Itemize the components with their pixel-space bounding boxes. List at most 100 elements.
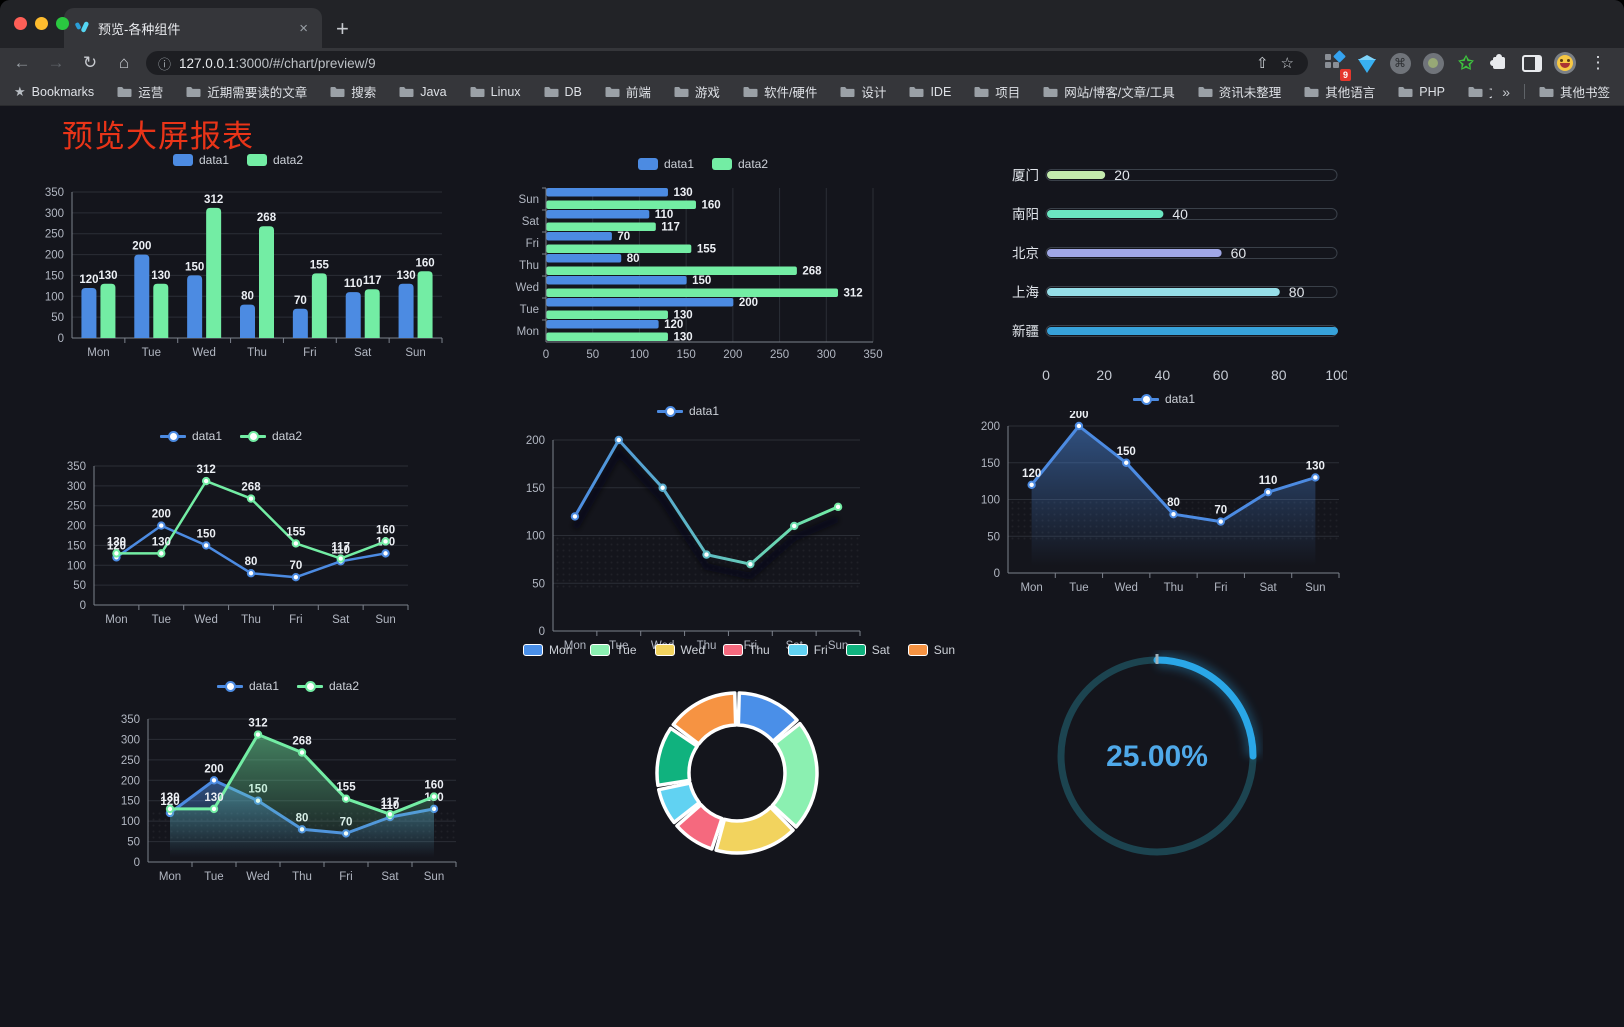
svg-text:155: 155 [286,526,306,538]
home-icon[interactable]: ⌂ [118,53,130,72]
bookmarks-manager-item[interactable]: ★ Bookmarks [14,84,94,100]
bookmark-folder[interactable]: 运营 [117,82,163,101]
url-text[interactable]: 127.0.0.1:3000/#/chart/preview/9 [179,56,1246,71]
legend-label: Sat [871,643,890,657]
bookmark-folder[interactable]: 资讯未整理 [1198,82,1281,101]
legend-item[interactable]: data2 [297,679,359,693]
new-tab-button[interactable]: + [336,16,349,41]
bookmark-folder[interactable]: 网站/博客/文章/工具 [1043,82,1175,101]
svg-text:300: 300 [817,349,836,361]
svg-text:110: 110 [344,278,363,290]
browser-tab[interactable]: 预览-各种组件 × [64,8,322,48]
bookmark-folder[interactable]: 游戏 [674,82,720,101]
share-icon[interactable]: ⇧ [1255,55,1269,72]
bookmark-label: IDE [930,84,952,99]
legend-label: data2 [273,153,304,167]
legend-item[interactable]: data2 [247,153,303,167]
legend-item[interactable]: data1 [656,404,719,418]
svg-text:70: 70 [1214,505,1227,517]
bar [546,210,650,219]
zoom-window-button[interactable] [56,17,69,30]
svg-text:0: 0 [134,857,140,869]
extensions-puzzle-icon[interactable] [1487,51,1511,75]
bookmark-star-icon[interactable]: ☆ [1280,55,1294,72]
bookmark-folder[interactable]: 项目 [974,82,1020,101]
gauge-arc [1153,656,1257,760]
forward-icon[interactable]: → [47,53,65,72]
svg-text:Fri: Fri [1214,582,1227,594]
bookmark-folder[interactable]: 软件/硬件 [743,82,817,101]
reload-icon[interactable]: ↻ [82,53,98,72]
svg-text:350: 350 [45,187,64,199]
svg-text:250: 250 [770,349,789,361]
legend-swatch [637,158,658,170]
legend-item[interactable]: data1 [172,153,229,167]
bar [417,271,433,338]
bookmark-folder[interactable]: DB [544,85,582,99]
bookmark-folder[interactable]: PHP [1398,85,1445,99]
blocks-extension-icon[interactable]: 9 [1322,50,1351,81]
tab-close-icon[interactable]: × [299,19,308,37]
bookmark-folder[interactable]: Java [399,85,447,99]
svg-text:268: 268 [241,482,261,494]
other-bookmarks-folder[interactable]: 其他书签 [1539,82,1610,101]
close-window-button[interactable] [14,17,27,30]
site-info-icon[interactable]: ⓘ [158,56,172,72]
bookmark-folder[interactable]: 搜索 [330,82,376,101]
legend-item[interactable]: Thu [723,643,770,657]
devtools-gem-icon[interactable] [1355,51,1379,75]
folder-icon [1043,86,1058,97]
legend-item[interactable]: Wed [654,643,705,657]
bookmark-label: 软件/硬件 [763,86,818,100]
recorder-extension-icon[interactable] [1421,51,1445,75]
svg-text:Tue: Tue [142,347,161,359]
minimize-window-button[interactable] [35,17,48,30]
browser-menu-icon[interactable]: ⋮ [1589,53,1607,72]
legend-item[interactable]: Mon [522,643,572,657]
legend-item[interactable]: data2 [712,157,768,171]
legend-item[interactable]: data1 [216,679,279,693]
svg-text:150: 150 [677,349,696,361]
svg-text:Tue: Tue [609,640,628,652]
svg-text:200: 200 [981,421,1000,433]
legend-item[interactable]: Fri [787,643,828,657]
legend-item[interactable]: Tue [590,643,637,657]
data-point [336,554,345,563]
legend-item[interactable]: data1 [159,429,222,443]
svg-text:350: 350 [863,349,882,361]
green-star-extension-icon[interactable]: ✩ [1458,52,1474,73]
svg-text:100: 100 [45,291,64,303]
legend-item[interactable]: data1 [1132,392,1195,406]
bookmark-folder[interactable]: IDE [909,85,951,99]
legend-item[interactable]: Sun [907,643,955,657]
emoji-extension-icon[interactable] [1553,51,1577,75]
svg-text:0: 0 [994,568,1000,580]
bookmark-folder[interactable]: Linux [470,85,521,99]
side-panel-icon[interactable] [1520,51,1544,75]
legend-item[interactable]: Sat [845,643,890,657]
svg-text:130: 130 [151,270,170,282]
bookmark-folder[interactable]: 设计 [840,82,886,101]
svg-text:Fri: Fri [303,347,316,359]
chart-legend: data1 data2 [28,148,448,172]
svg-text:100: 100 [630,349,649,361]
legend-swatch [787,644,808,656]
legend-item[interactable]: data2 [240,429,302,443]
svg-text:200: 200 [1069,411,1088,421]
bookmarks-overflow-icon[interactable]: » [1502,83,1510,100]
bookmark-folder[interactable]: 文件服务器 [1468,82,1492,101]
svg-text:130: 130 [98,270,117,282]
bookmark-folder[interactable]: 近期需要读的文章 [186,82,307,101]
address-bar[interactable]: ⓘ 127.0.0.1:3000/#/chart/preview/9 ⇧ ☆ [146,51,1308,75]
command-extension-icon[interactable]: ⌘ [1388,51,1412,75]
bookmark-folder[interactable]: 前端 [605,82,651,101]
legend-item[interactable]: data1 [637,157,694,171]
folder-icon [743,86,758,97]
legend-swatch [656,405,683,417]
bookmark-folder[interactable]: 其他语言 [1304,82,1375,101]
svg-text:160: 160 [376,524,395,536]
back-icon[interactable]: ← [13,53,31,72]
svg-text:312: 312 [197,464,216,476]
browser-toolbar: ← → ↻ ⌂ ⓘ 127.0.0.1:3000/#/chart/preview… [0,48,1624,81]
legend-swatch [845,644,866,656]
